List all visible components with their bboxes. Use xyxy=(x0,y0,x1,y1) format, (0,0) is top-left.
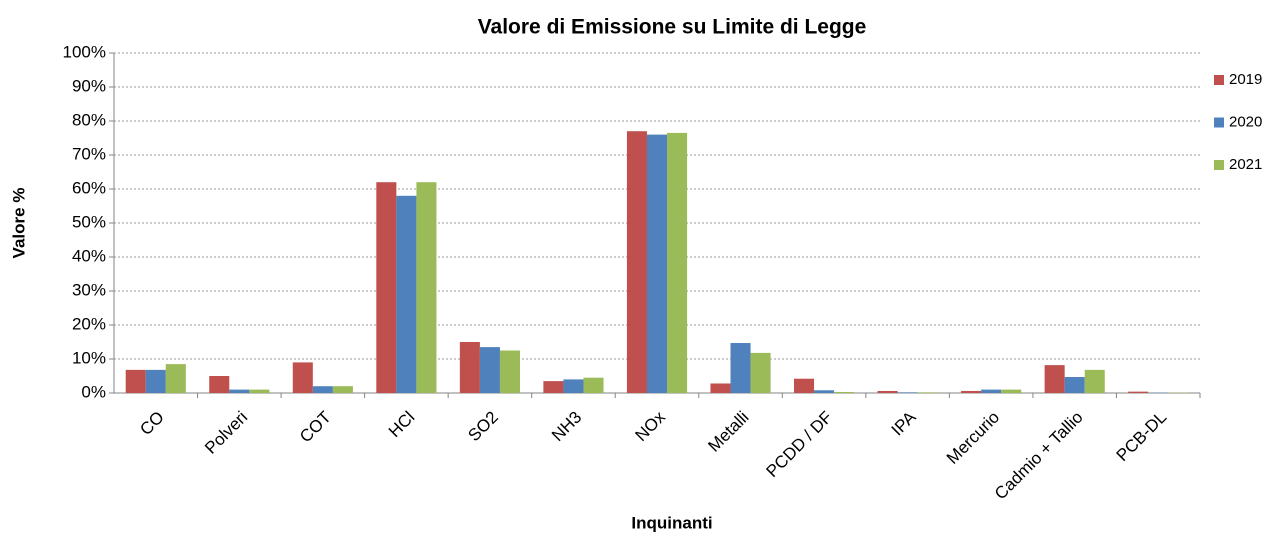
y-tick-label: 10% xyxy=(72,348,106,367)
bar xyxy=(396,195,417,393)
bar xyxy=(667,132,688,393)
legend-swatch xyxy=(1214,75,1224,85)
chart-title: Valore di Emissione su Limite di Legge xyxy=(478,16,867,39)
bar xyxy=(646,134,668,393)
y-tick-label: 50% xyxy=(72,212,106,231)
bar xyxy=(1044,365,1065,393)
bar xyxy=(1064,377,1085,393)
x-tick-label: SO2 xyxy=(464,408,501,445)
legend-swatch xyxy=(1214,117,1224,128)
bar xyxy=(917,392,938,393)
legend-swatch xyxy=(1214,160,1224,170)
legend-label: 2020 xyxy=(1229,113,1262,130)
x-tick-label: HCl xyxy=(385,408,418,441)
bar xyxy=(1128,391,1149,393)
bar xyxy=(730,343,751,393)
bar xyxy=(229,389,250,393)
y-tick-label: 30% xyxy=(72,280,106,299)
bar xyxy=(376,182,397,393)
y-tick-label: 90% xyxy=(72,76,106,95)
y-tick-label: 40% xyxy=(72,246,106,265)
x-tick-label: NOx xyxy=(632,407,670,445)
bar xyxy=(814,390,835,393)
bar xyxy=(710,383,731,393)
bar xyxy=(961,390,982,393)
bar xyxy=(165,364,186,393)
x-tick-label: COT xyxy=(296,408,335,447)
x-axis-title: Inquinanti xyxy=(631,513,712,532)
bar xyxy=(312,386,333,393)
x-tick-label: PCDD / DF xyxy=(763,408,837,482)
bar xyxy=(209,376,230,393)
bar xyxy=(145,369,166,393)
bar xyxy=(563,379,584,393)
bar xyxy=(543,381,564,393)
y-axis-title: Valore % xyxy=(9,188,28,259)
x-tick-label: Metalli xyxy=(704,408,752,456)
legend-label: 2021 xyxy=(1229,156,1262,173)
bar xyxy=(249,389,270,393)
y-tick-label: 70% xyxy=(72,144,106,163)
y-tick-label: 60% xyxy=(72,178,106,197)
x-tick-label: CO xyxy=(136,408,167,439)
y-tick-label: 80% xyxy=(72,110,106,129)
y-tick-label: 0% xyxy=(81,382,106,401)
bar xyxy=(1001,389,1022,393)
bar xyxy=(981,389,1002,393)
bar xyxy=(292,362,313,393)
x-tick-label: Polveri xyxy=(201,408,251,458)
bar xyxy=(834,391,855,393)
x-tick-label: Cadmio + Tallio xyxy=(991,408,1087,504)
bar xyxy=(332,386,353,393)
bar xyxy=(499,350,520,393)
bar xyxy=(125,369,146,393)
x-tick-label: NH3 xyxy=(548,408,585,445)
y-tick-label: 20% xyxy=(72,314,106,333)
bar xyxy=(897,392,918,393)
bar xyxy=(479,347,500,393)
x-tick-label: IPA xyxy=(888,407,920,439)
bar xyxy=(750,352,771,393)
bar xyxy=(459,342,480,393)
bar xyxy=(583,377,604,393)
bar xyxy=(877,390,898,393)
bar xyxy=(416,182,437,393)
y-tick-label: 100% xyxy=(63,42,106,61)
legend-label: 2019 xyxy=(1229,71,1262,88)
x-tick-label: Mercurio xyxy=(943,408,1003,468)
bar xyxy=(626,131,647,393)
x-tick-label: PCB-DL xyxy=(1113,408,1171,466)
bar xyxy=(794,378,815,393)
bar xyxy=(1084,369,1105,393)
